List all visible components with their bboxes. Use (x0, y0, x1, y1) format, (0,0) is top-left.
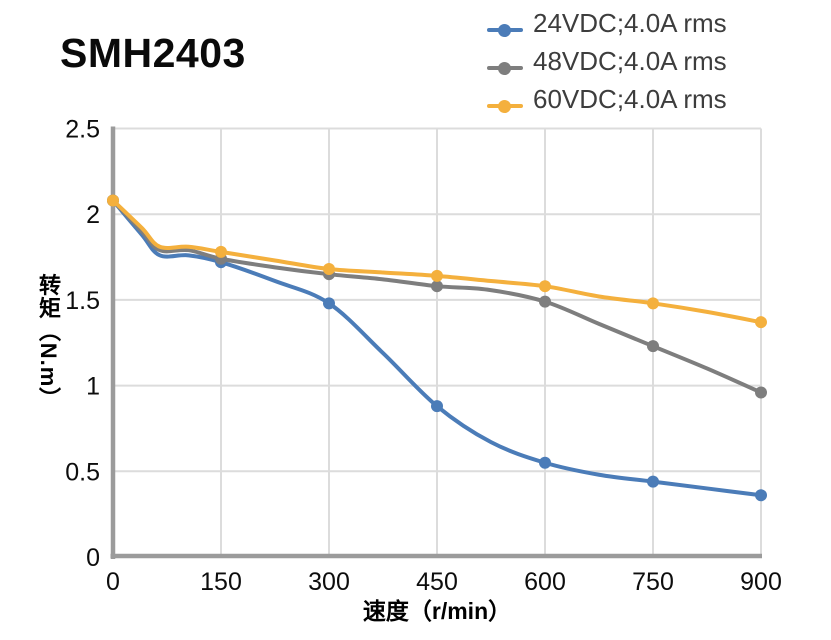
series-marker-2 (431, 269, 443, 282)
series-marker-0 (647, 475, 659, 488)
legend-marker-60vdc-icon (487, 99, 523, 113)
series-marker-2 (323, 263, 335, 276)
legend-label-60vdc: 60VDC;4.0A rms (533, 83, 727, 114)
series-marker-0 (431, 400, 443, 413)
y-axis-title: 转矩（N.m） (36, 273, 61, 411)
legend-item-60vdc: 60VDC;4.0A rms (487, 80, 727, 118)
x-tick-label: 750 (632, 568, 674, 596)
series-marker-1 (647, 340, 659, 353)
legend-item-48vdc: 48VDC;4.0A rms (487, 42, 727, 80)
series-marker-1 (539, 295, 551, 308)
x-tick-label: 450 (416, 568, 458, 596)
series-line-1 (111, 198, 763, 395)
x-tick-label: 300 (308, 568, 350, 596)
series-marker-2 (755, 316, 767, 329)
y-tick-label: 1 (86, 373, 100, 401)
y-tick-label: 1.5 (65, 287, 100, 315)
series-marker-0 (323, 297, 335, 310)
legend: 24VDC;4.0A rms 48VDC;4.0A rms 60VDC;4.0A… (487, 4, 727, 118)
x-tick-label: 0 (106, 568, 120, 596)
legend-dot-48vdc-icon (498, 61, 511, 75)
series-marker-1 (755, 386, 767, 399)
series-marker-0 (755, 489, 767, 502)
x-tick-label: 900 (740, 568, 782, 596)
series-line-0 (111, 198, 763, 498)
y-tick-label: 2.5 (65, 116, 100, 144)
legend-label-48vdc: 48VDC;4.0A rms (533, 45, 727, 76)
series-marker-2 (107, 194, 119, 207)
series-marker-2 (647, 297, 659, 310)
x-tick-label: 150 (200, 568, 242, 596)
legend-marker-24vdc-icon (487, 23, 523, 37)
series-marker-1 (431, 280, 443, 293)
x-tick-label: 600 (524, 568, 566, 596)
series-line-2 (111, 198, 763, 325)
series-marker-2 (539, 280, 551, 293)
series-marker-0 (539, 456, 551, 469)
y-tick-label: 0.5 (65, 458, 100, 486)
y-tick-label: 0 (86, 544, 100, 572)
chart-title: SMH2403 (60, 30, 246, 76)
series-marker-2 (215, 245, 227, 258)
legend-label-24vdc: 24VDC;4.0A rms (533, 7, 727, 38)
legend-item-24vdc: 24VDC;4.0A rms (487, 4, 727, 42)
legend-dot-60vdc-icon (498, 99, 511, 113)
legend-marker-48vdc-icon (487, 61, 523, 75)
y-tick-label: 2 (86, 201, 100, 229)
legend-dot-24vdc-icon (498, 23, 511, 37)
x-axis-title: 速度（r/min） (362, 598, 512, 624)
